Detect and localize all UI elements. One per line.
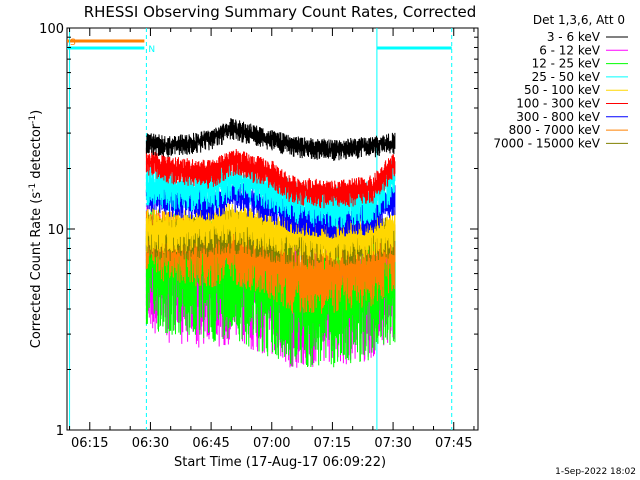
flag-label: S [70, 38, 76, 48]
x-tick-label: 07:30 [374, 436, 411, 451]
legend-label: 7000 - 15000 keV [493, 136, 600, 150]
legend-label: 3 - 6 keV [547, 30, 601, 44]
x-tick-label: 06:15 [71, 436, 108, 451]
flag-label: N [148, 45, 155, 55]
y-axis-label: Corrected Count Rate (s-1 detector-1) [28, 110, 44, 348]
legend-label: 800 - 7000 keV [509, 123, 601, 137]
legend-label: 25 - 50 keV [532, 70, 601, 84]
legend-label: 6 - 12 keV [539, 43, 601, 57]
x-axis: 06:15 06:30 06:45 07:00 07:15 07:30 07:45 [69, 28, 475, 451]
series-line [145, 118, 396, 161]
series-line [145, 147, 396, 209]
x-tick-label: 06:30 [132, 436, 169, 451]
footer-timestamp: 1-Sep-2022 18:02 [555, 467, 636, 477]
series-trace [145, 118, 396, 161]
flag-bars: SN [67, 38, 452, 55]
x-tick-label: 07:15 [314, 436, 351, 451]
legend-label: 50 - 100 keV [524, 83, 601, 97]
series-line [145, 202, 396, 262]
x-tick-label: 06:45 [192, 436, 229, 451]
y-tick-label: 100 [39, 22, 64, 37]
y-tick-label: 10 [47, 223, 64, 238]
x-axis-label: Start Time (17-Aug-17 06:09:22) [174, 455, 386, 470]
x-tick-label: 07:45 [435, 436, 472, 451]
y-tick-label: 1 [56, 424, 64, 439]
legend-label: 12 - 25 keV [532, 57, 601, 71]
series-group [145, 118, 396, 368]
legend-label: 100 - 300 keV [516, 97, 600, 111]
y-axis: 1 10 100 [39, 22, 478, 439]
series-trace [145, 202, 396, 262]
series-trace [145, 147, 396, 209]
legend-label: 300 - 800 keV [516, 110, 600, 124]
chart-title: RHESSI Observing Summary Count Rates, Co… [84, 3, 477, 21]
x-tick-label: 07:00 [253, 436, 290, 451]
legend-header: Det 1,3,6, Att 0 [533, 13, 625, 27]
